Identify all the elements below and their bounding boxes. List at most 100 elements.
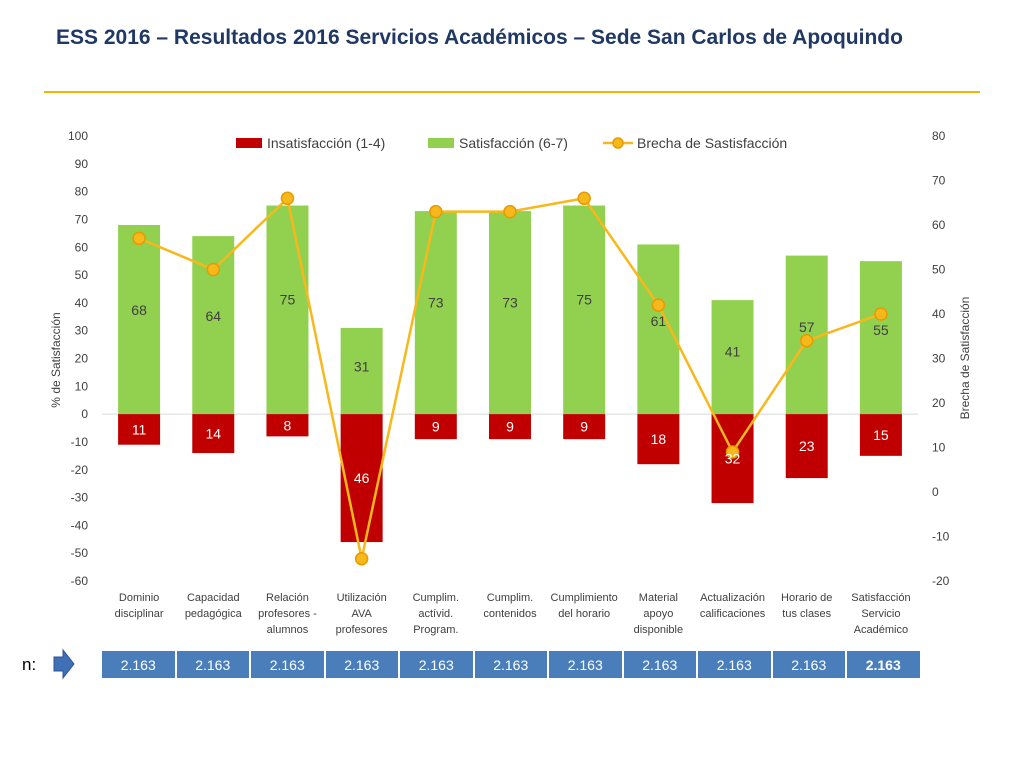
- category-label-line: profesores: [336, 624, 388, 636]
- category-label: Cumplimiento del horario: [551, 592, 618, 620]
- category-label: Satisfacción Servicio Académico: [851, 592, 910, 636]
- category-label-line: Material: [639, 592, 678, 604]
- category-label-line: actívid.: [418, 608, 453, 620]
- category-label-line: Cumplim.: [413, 592, 459, 604]
- insatisfaction-data-label: 23: [799, 438, 815, 454]
- category-label: Cumplim. contenidos: [483, 592, 537, 620]
- satisfaction-bar: [637, 244, 680, 415]
- category-label-line: del horario: [558, 608, 610, 620]
- y-tick-label: 80: [75, 185, 89, 199]
- insatisfaction-bar: [118, 414, 161, 445]
- legend-label-satisfaccion: Satisfacción (6-7): [459, 135, 568, 151]
- satisfaction-chart: 1009080706050403020100-10-20-30-40-50-60…: [49, 129, 972, 636]
- gap-series-point: [651, 298, 666, 312]
- insatisfaction-data-label: 9: [506, 419, 514, 435]
- insatisfaction-bar: [563, 414, 606, 440]
- sample-size-cell: 2.163: [102, 651, 175, 678]
- y-tick-label: -30: [71, 491, 89, 505]
- gap-series-point: [206, 262, 221, 277]
- y-tick-label: 30: [75, 324, 89, 338]
- category-label-line: apoyo: [643, 608, 673, 620]
- page-title: ESS 2016 – Resultados 2016 Servicios Aca…: [56, 26, 903, 49]
- y-tick-label: 20: [75, 352, 89, 366]
- y-axis-title: % de Satisfacción: [49, 312, 63, 407]
- category-label: Material apoyo disponible: [634, 592, 684, 636]
- insatisfaction-data-label: 11: [132, 421, 147, 437]
- y2-tick-label: 10: [932, 441, 946, 455]
- legend-label-brecha: Brecha de Sastisfacción: [637, 135, 787, 151]
- gap-series-point: [280, 191, 295, 206]
- category-label-line: contenidos: [483, 608, 537, 620]
- insatisfaction-bar: [637, 414, 680, 465]
- y-tick-label: 50: [75, 268, 89, 282]
- title-divider: [44, 91, 980, 93]
- gap-series-point: [429, 204, 443, 219]
- y-tick-label: -20: [71, 463, 89, 477]
- insatisfaction-data-label: 8: [284, 417, 292, 433]
- gap-series-point: [503, 204, 517, 219]
- category-label-line: disponible: [634, 624, 684, 636]
- category-label: Actualización calificaciones: [700, 592, 766, 620]
- category-label-line: AVA: [351, 608, 372, 620]
- category-label-line: profesores -: [258, 608, 317, 620]
- y2-tick-label: 30: [932, 352, 946, 366]
- y-tick-label: 0: [81, 407, 88, 421]
- insatisfaction-bar: [414, 414, 457, 440]
- category-label-line: alumnos: [267, 624, 309, 636]
- insatisfaction-data-label: 14: [205, 426, 221, 442]
- category-label-line: Utilización: [337, 592, 387, 604]
- category-label-line: Servicio: [861, 608, 900, 620]
- category-label-line: Cumplim.: [487, 592, 533, 604]
- satisfaction-data-label: 31: [354, 359, 370, 375]
- satisfaction-bar: [859, 261, 902, 415]
- legend-marker-brecha: [612, 137, 624, 149]
- sample-size-cell: 2.163: [623, 651, 696, 678]
- y2-tick-label: 0: [932, 485, 939, 499]
- insatisfaction-bar: [340, 414, 383, 543]
- insatisfaction-bar: [785, 414, 828, 479]
- y-tick-label: -10: [71, 435, 89, 449]
- satisfaction-bar: [711, 300, 754, 415]
- y-tick-label: 10: [75, 379, 89, 393]
- satisfaction-bar: [489, 211, 531, 415]
- category-label-line: Program.: [413, 624, 458, 636]
- category-label: Utilización AVA profesores: [336, 592, 388, 636]
- legend-label-insatisfaccion: Insatisfacción (1-4): [267, 135, 385, 151]
- satisfaction-data-label: 68: [131, 302, 147, 318]
- category-label-line: Capacidad: [187, 592, 240, 604]
- y-tick-label: 100: [68, 129, 88, 143]
- satisfaction-bar: [266, 205, 309, 415]
- sample-size-cell: 2.163: [847, 651, 920, 678]
- satisfaction-data-label: 75: [576, 291, 592, 307]
- category-label: Dominio disciplinar: [115, 592, 164, 620]
- gap-series-point: [725, 445, 740, 459]
- y2-axis-title: Brecha de Satisfacción: [958, 297, 972, 420]
- satisfaction-bar: [563, 205, 606, 415]
- category-label: Capacidad pedagógica: [185, 592, 243, 620]
- satisfaction-data-label: 73: [428, 294, 444, 310]
- legend-swatch-insatisfaccion: [236, 138, 262, 148]
- category-label: Relación profesores - alumnos: [258, 592, 317, 636]
- sample-size-cell: 2.163: [772, 651, 845, 678]
- satisfaction-data-label: 41: [725, 343, 741, 359]
- y-tick-label: 90: [75, 157, 89, 171]
- category-label-line: disciplinar: [115, 608, 164, 620]
- satisfaction-data-label: 73: [502, 294, 518, 310]
- satisfaction-bar: [414, 211, 457, 415]
- insatisfaction-bar: [192, 414, 235, 454]
- sample-size-row: 2.163 2.163 2.163 2.163 2.163 2.163 2.163 2.163…: [102, 651, 922, 678]
- insatisfaction-bar: [489, 414, 531, 440]
- y2-tick-label: -20: [932, 574, 950, 588]
- y-tick-label: 60: [75, 240, 89, 254]
- sample-size-cell: 2.163: [698, 651, 771, 678]
- satisfaction-data-label: 55: [873, 322, 889, 338]
- category-label-line: Actualización: [700, 592, 765, 604]
- gap-series-point: [874, 307, 888, 321]
- category-label-line: Cumplimiento: [551, 592, 618, 604]
- y2-tick-label: 70: [932, 174, 946, 188]
- y2-tick-label: 50: [932, 263, 946, 277]
- gap-series-point: [132, 231, 146, 246]
- gap-series-point: [577, 191, 591, 206]
- sample-size-cell: 2.163: [251, 651, 324, 678]
- insatisfaction-data-label: 46: [354, 470, 370, 486]
